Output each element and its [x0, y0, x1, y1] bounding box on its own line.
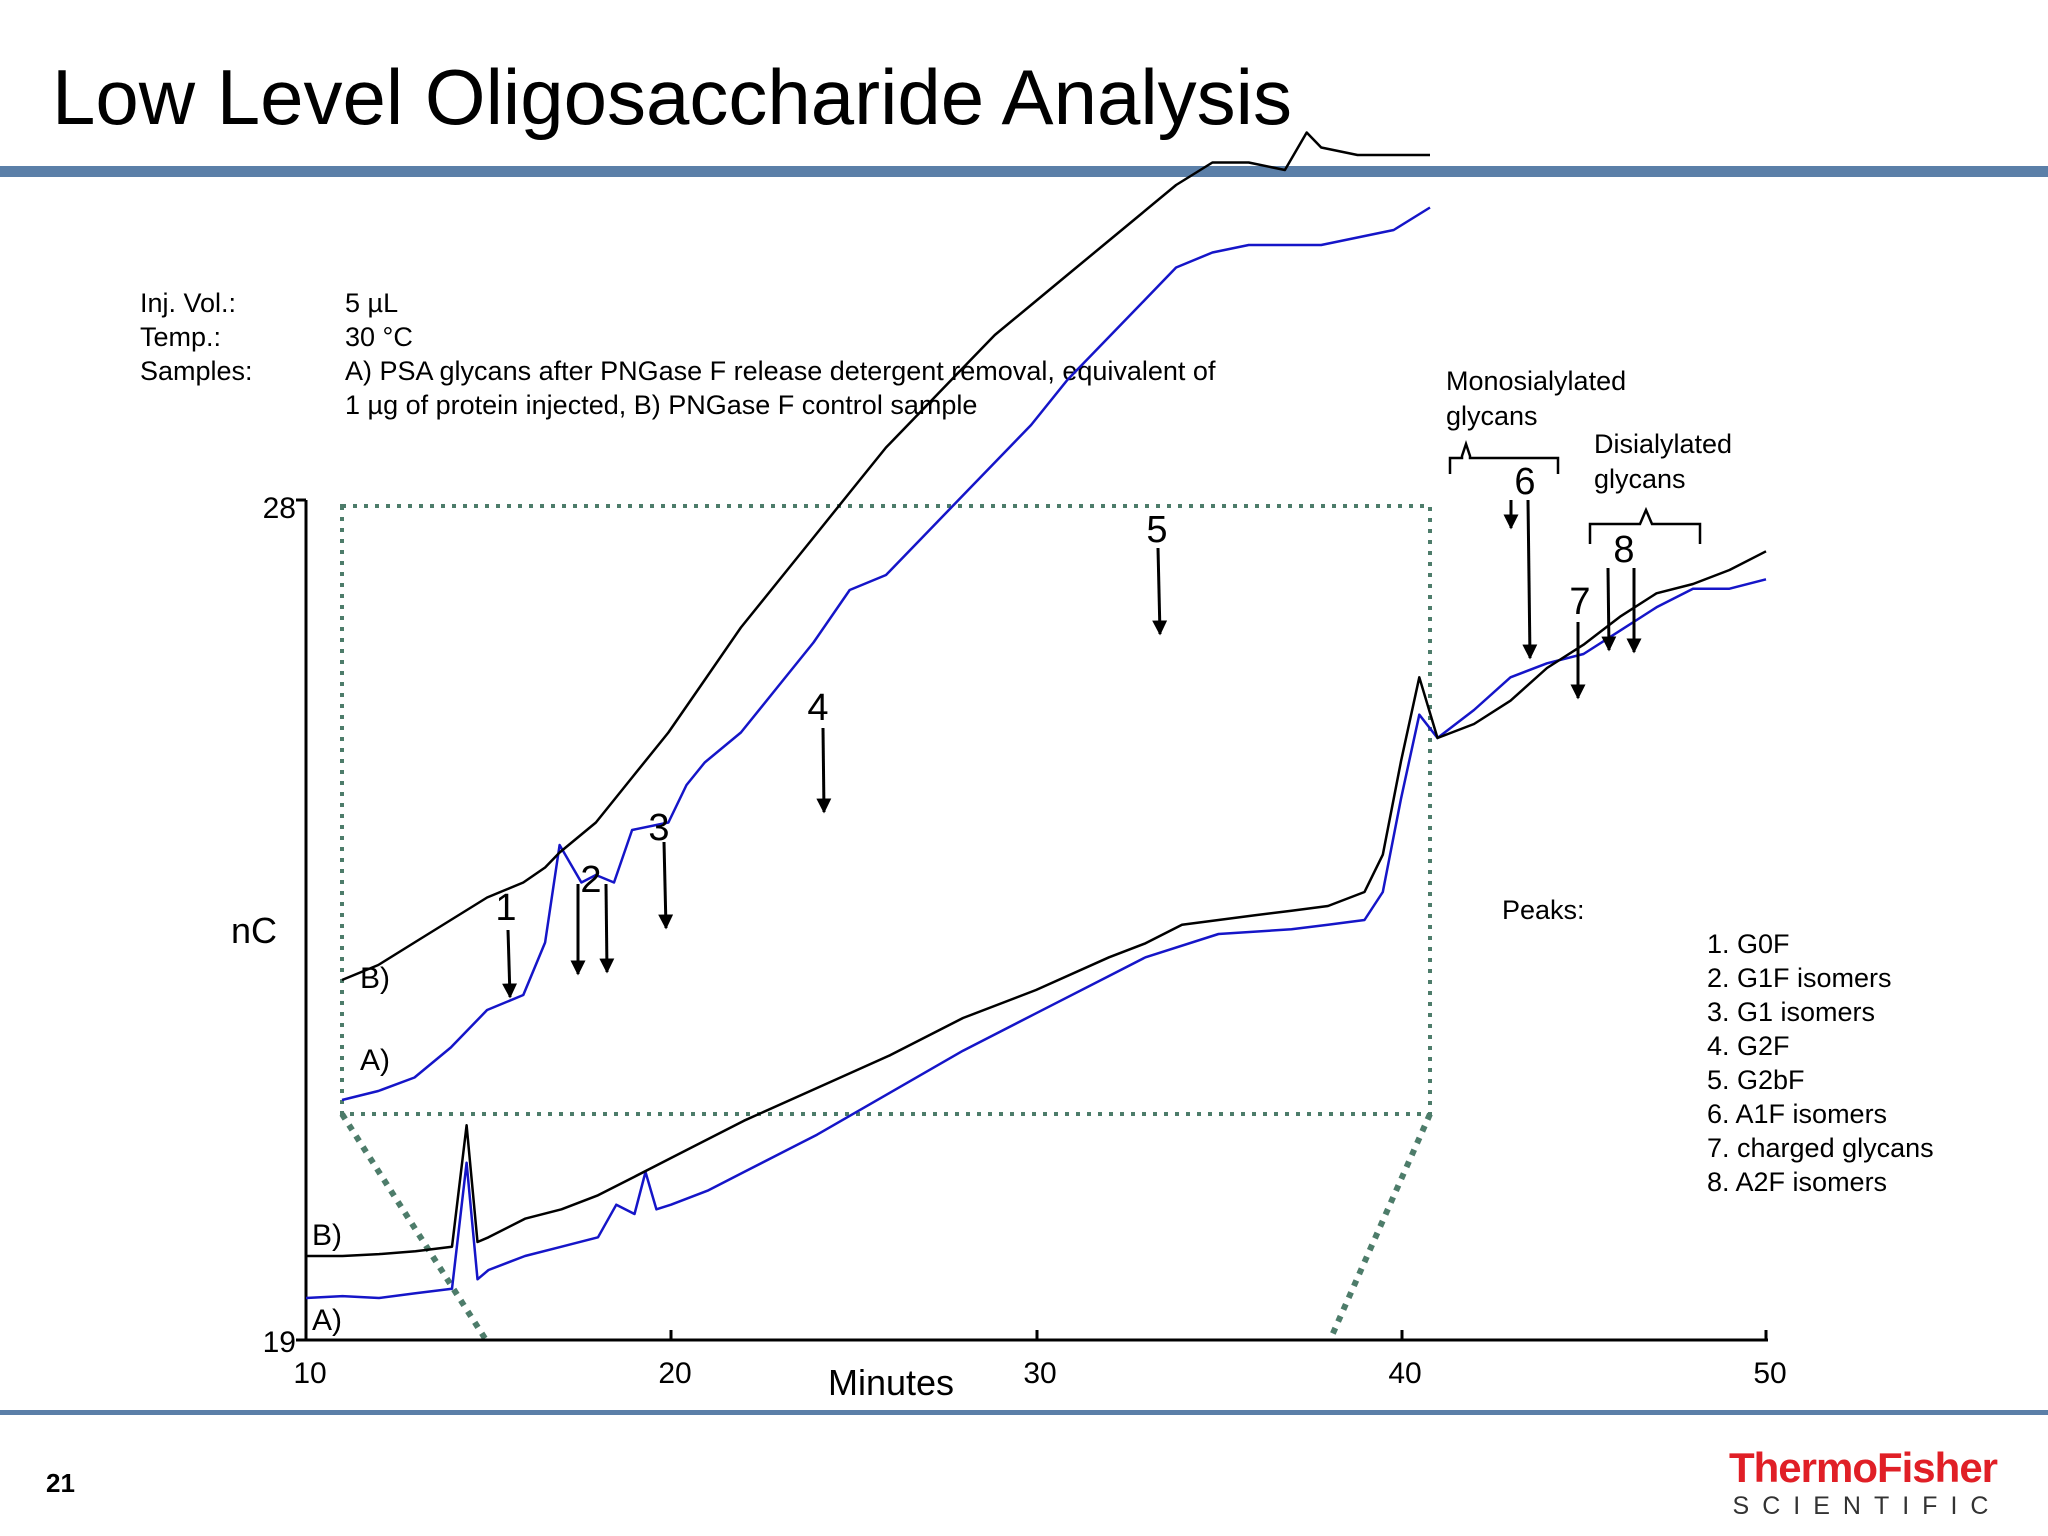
peak-marker-label: 1 — [495, 887, 516, 929]
zoom-box — [340, 504, 1432, 1116]
zoom-projection-left — [339, 1112, 489, 1342]
peak-marker-label: 4 — [807, 687, 828, 729]
trace-a — [305, 578, 1767, 1300]
inset-trace-label-b: B) — [360, 962, 390, 995]
x-tick-label: 30 — [1023, 1357, 1056, 1390]
footer-divider — [0, 1410, 2048, 1415]
peak-arrow — [502, 929, 518, 999]
inset-trace-b — [341, 131, 1430, 982]
page-number: 21 — [46, 1468, 75, 1498]
condition-label: Inj. Vol.: — [140, 288, 237, 318]
condition-value: 1 µg of protein injected, B) PNGase F co… — [345, 390, 978, 420]
peaks-legend-title: Peaks: — [1502, 895, 1585, 925]
inset-trace-a — [341, 206, 1431, 1102]
condition-label: Samples: — [140, 356, 253, 386]
condition-value: 5 µL — [345, 288, 399, 318]
peak-arrow — [816, 727, 832, 814]
peaks-legend-item: 7. charged glycans — [1707, 1133, 1934, 1163]
condition-value: 30 °C — [345, 322, 413, 352]
logo-subtitle: SCIENTIFIC — [1732, 1492, 2002, 1520]
peak-arrow — [1152, 547, 1168, 636]
trace-label-a: A) — [312, 1304, 342, 1337]
peak-arrow — [1522, 499, 1538, 660]
x-tick-label: 50 — [1753, 1357, 1786, 1390]
peaks-legend-item: 2. G1F isomers — [1707, 963, 1892, 993]
peak-arrow — [599, 883, 615, 974]
peak-marker-label: 2 — [580, 859, 601, 901]
y-axis-title: nC — [231, 910, 277, 951]
disialylated-label: Disialylated — [1594, 429, 1732, 459]
peaks-legend-item: 3. G1 isomers — [1707, 997, 1875, 1027]
peaks-legend-item: 1. G0F — [1707, 929, 1790, 959]
peak-marker-label: 3 — [648, 807, 669, 849]
disialylated-bracket — [1588, 506, 1702, 544]
peaks-legend-item: 5. G2bF — [1707, 1065, 1805, 1095]
peak-marker-label: 8 — [1613, 529, 1634, 571]
zoom-projection-right — [1327, 1112, 1433, 1342]
condition-value: A) PSA glycans after PNGase F release de… — [345, 356, 1216, 386]
monosialylated-bracket — [1448, 440, 1560, 474]
peak-marker-label: 7 — [1569, 581, 1590, 623]
peaks-legend-item: 4. G2F — [1707, 1031, 1790, 1061]
x-tick-label: 40 — [1388, 1357, 1421, 1390]
monosialylated-label: glycans — [1446, 401, 1538, 431]
peak-arrow — [658, 841, 674, 930]
peaks-legend-item: 8. A2F isomers — [1707, 1167, 1887, 1197]
trace-label-b: B) — [312, 1219, 342, 1252]
thermo-fisher-logo: ThermoFisher SCIENTIFIC — [1722, 1446, 2004, 1522]
y-tick-label: 19 — [263, 1326, 296, 1359]
inset-trace-label-a: A) — [360, 1044, 390, 1077]
logo-wordmark: ThermoFisher — [1728, 1444, 1998, 1491]
disialylated-label: glycans — [1594, 464, 1686, 494]
trace-b — [306, 550, 1767, 1258]
x-tick-label: 10 — [293, 1357, 326, 1390]
page-title: Low Level Oligosaccharide Analysis — [52, 53, 1293, 141]
trace-layer — [305, 131, 1767, 1300]
peak-marker-label: 6 — [1514, 461, 1535, 503]
peaks-legend: 1. G0F 2. G1F isomers 3. G1 isomers 4. G… — [1707, 929, 1934, 1197]
peaks-legend-item: 6. A1F isomers — [1707, 1099, 1887, 1129]
title-divider — [0, 166, 2048, 177]
peak-marker-label: 5 — [1146, 509, 1167, 551]
y-tick-label: 28 — [263, 492, 296, 525]
x-tick-label: 20 — [658, 1357, 691, 1390]
condition-label: Temp.: — [140, 322, 222, 352]
peak-arrow — [1601, 567, 1617, 652]
monosialylated-label: Monosialylated — [1446, 366, 1626, 396]
x-axis-title: Minutes — [828, 1362, 954, 1403]
